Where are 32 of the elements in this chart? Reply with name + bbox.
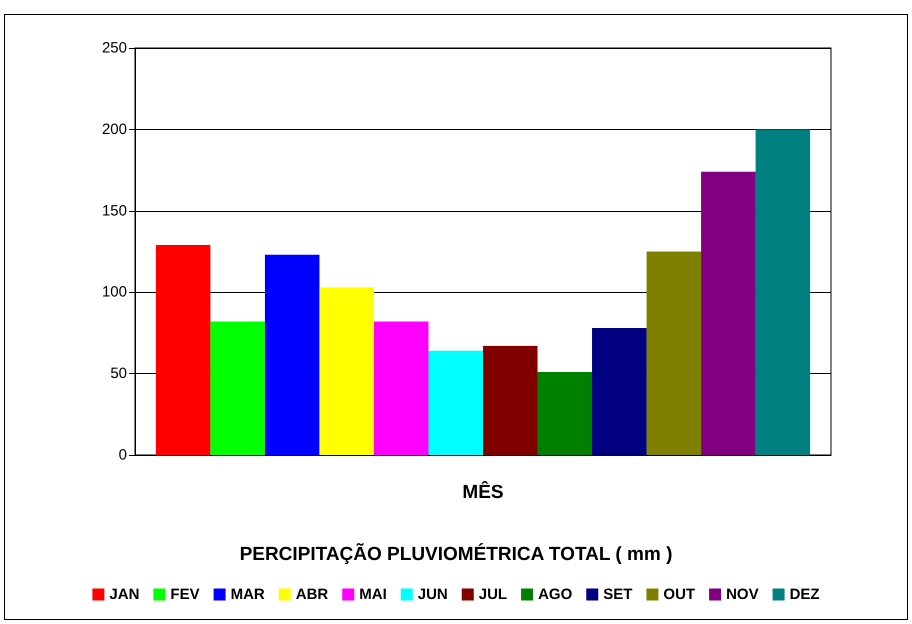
bar: [428, 350, 483, 455]
legend-label: AGO: [538, 586, 573, 603]
y-tick-label: 200: [102, 120, 127, 138]
legend-label: NOV: [726, 586, 759, 603]
y-tick-label: 50: [110, 365, 127, 382]
legend-label: DEZ: [790, 586, 820, 603]
bar: [538, 372, 592, 455]
bar: [592, 328, 647, 455]
y-tick-label: 0: [118, 446, 127, 464]
bar: [646, 252, 702, 455]
bar: [319, 287, 374, 455]
legend-label: JAN: [109, 586, 140, 603]
legend-label: MAI: [359, 586, 387, 603]
bar: [210, 322, 265, 455]
legend-label: ABR: [296, 586, 328, 603]
y-tick-label: 100: [102, 284, 127, 301]
legend-label: OUT: [663, 586, 696, 603]
bar: [701, 172, 756, 455]
y-tick-label: 150: [102, 202, 127, 220]
bar: [156, 244, 210, 455]
legend-label: FEV: [170, 586, 200, 603]
legend-label: SET: [603, 586, 632, 603]
legend-label: MAR: [230, 586, 265, 603]
y-tick-label: 250: [102, 40, 127, 56]
bar: [756, 129, 810, 455]
legend-label: JUL: [478, 586, 508, 603]
bar: [374, 322, 428, 455]
legend-label: JUN: [418, 586, 448, 603]
text: PERCIPITAÇÃO PLUVIOMÉTRICA TOTAL ( mm ): [240, 543, 672, 565]
bar: [264, 254, 320, 455]
x-axis-title: MÊS: [462, 480, 504, 503]
bar: [483, 346, 538, 455]
